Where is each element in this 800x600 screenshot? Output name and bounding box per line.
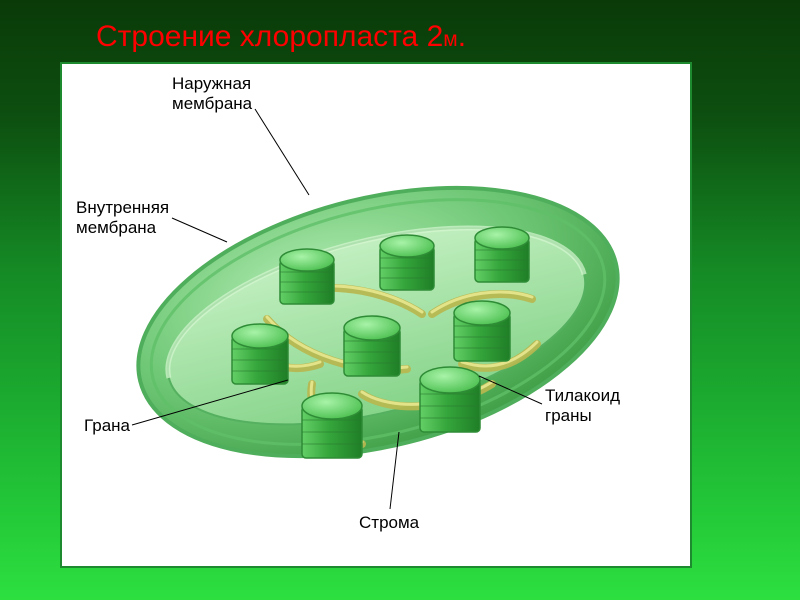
label-stroma: Строма: [359, 513, 419, 533]
chloroplast-diagram: [62, 64, 694, 570]
label-inner-membrane: Внутренняямембрана: [76, 198, 169, 237]
title-suffix: .: [458, 20, 466, 53]
slide: Строение хлоропласта 2м.: [0, 0, 800, 600]
label-thylakoid: Тилакоидграны: [545, 386, 620, 425]
title-prefix: Строение хлоропласта: [96, 20, 427, 53]
label-outer-membrane: Наружнаямембрана: [172, 74, 252, 113]
title-subscript: м: [443, 28, 457, 51]
title-number: 2: [427, 20, 444, 53]
label-grana: Грана: [84, 416, 130, 436]
slide-title: Строение хлоропласта 2м.: [96, 20, 466, 54]
diagram-panel: Наружнаямембрана Внутренняямембрана Гран…: [60, 62, 692, 568]
